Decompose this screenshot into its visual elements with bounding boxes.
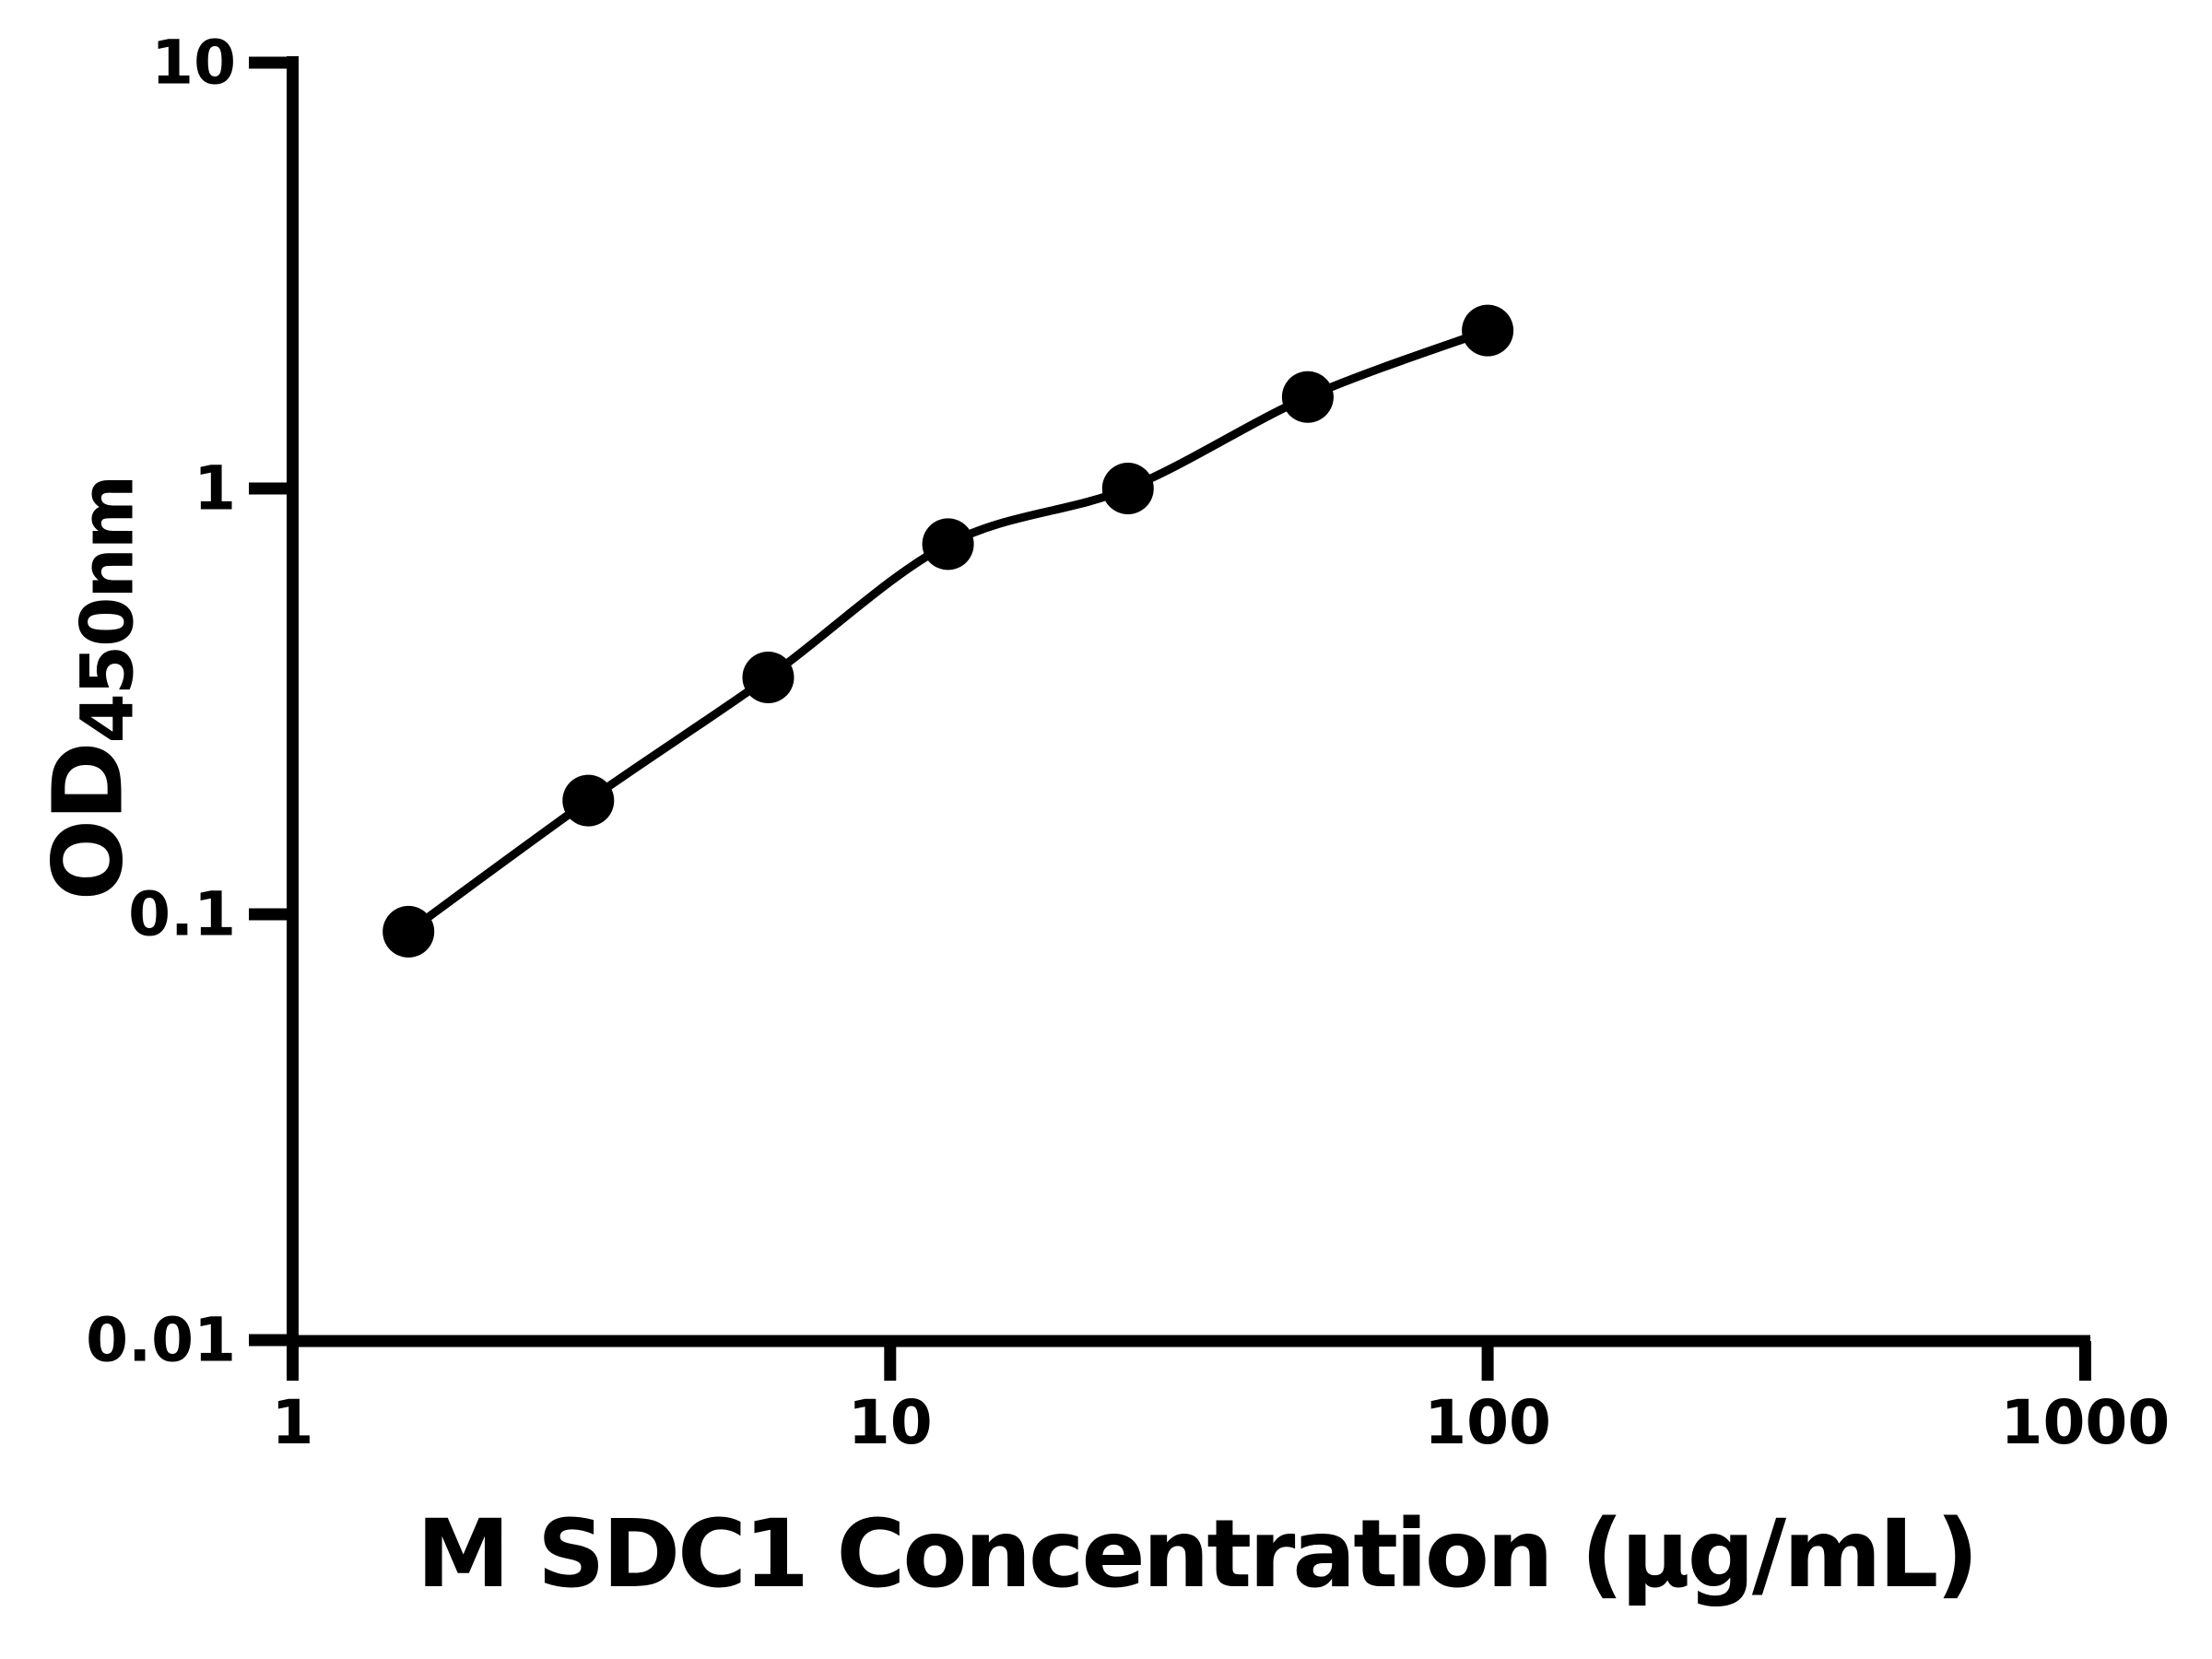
x-tick-label: 1000: [2001, 1387, 2171, 1458]
y-axis-title: OD450nm: [31, 477, 149, 900]
y-tick-label: 1: [194, 453, 236, 524]
y-tick-label: 0.01: [86, 1305, 236, 1376]
data-point: [382, 905, 435, 958]
data-point: [922, 518, 974, 571]
y-axis-title-main: OD: [31, 743, 145, 901]
y-tick-label: 10: [151, 28, 236, 99]
data-point: [562, 774, 615, 827]
x-tick-label: 10: [848, 1387, 933, 1458]
x-axis-title: M SDC1 Concentration (μg/mL): [417, 1500, 1979, 1609]
x-tick-label: 1: [272, 1387, 314, 1458]
y-axis-title-subscript: 450nm: [66, 476, 150, 744]
x-tick-label: 100: [1424, 1387, 1551, 1458]
data-point: [1462, 304, 1514, 357]
data-point: [742, 652, 794, 703]
data-point: [1101, 463, 1154, 514]
standard-curve-line: [406, 326, 1489, 935]
y-tick-label: 0.1: [128, 879, 236, 950]
data-point: [1281, 371, 1334, 423]
